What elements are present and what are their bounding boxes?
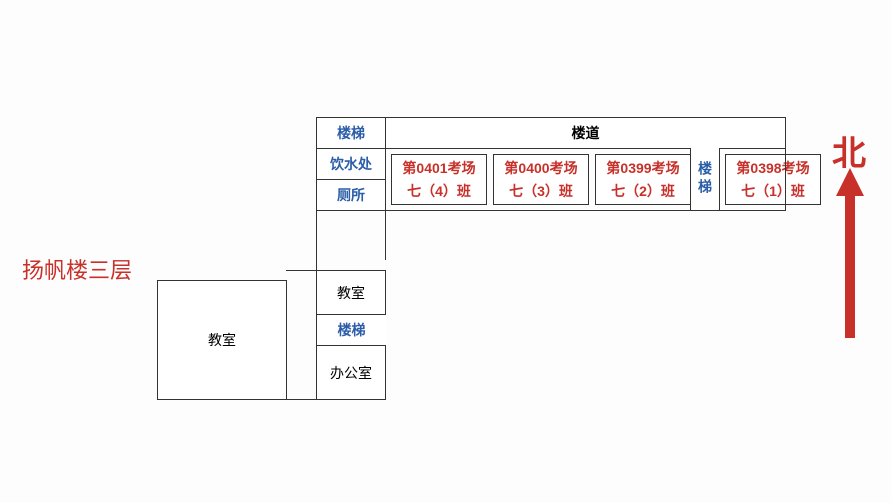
wall-right-down: [385, 210, 386, 260]
corridor: 楼道: [385, 117, 786, 149]
water-label: 饮水处: [330, 154, 372, 174]
office: 办公室: [316, 345, 386, 400]
exam-class: 七（3）班: [509, 180, 573, 202]
office-label: 办公室: [330, 363, 372, 383]
exam-class: 七（4）班: [407, 180, 471, 202]
classroom-small-label: 教室: [337, 283, 365, 303]
toilet-label: 厕所: [337, 185, 365, 205]
water-station: 饮水处: [316, 148, 386, 180]
floor-title: 扬帆楼三层: [22, 253, 132, 285]
exam-room-0400: 第0400考场 七（3）班: [493, 154, 589, 205]
classroom-big-label: 教室: [208, 330, 236, 350]
stairs-top-label: 楼梯: [337, 123, 365, 143]
toilet: 厕所: [316, 179, 386, 211]
stairs-mid: 楼梯: [690, 148, 720, 211]
exam-code: 第0398考场: [736, 157, 809, 179]
classroom-small: 教室: [316, 270, 386, 315]
classroom-big: 教室: [157, 280, 287, 400]
wall-connect-bottom: [286, 399, 317, 400]
stairs-lower-label: 楼梯: [338, 320, 366, 340]
stairs-lower: 楼梯: [316, 314, 386, 346]
outer-wall-right: [785, 117, 786, 211]
exam-class: 七（2）班: [611, 180, 675, 202]
north-arrow-icon: [830, 168, 870, 338]
stairs-mid-label: 楼梯: [695, 161, 715, 197]
exam-code: 第0400考场: [504, 157, 577, 179]
exam-class: 七（1）班: [741, 180, 805, 202]
stairs-top: 楼梯: [316, 117, 386, 149]
exam-code: 第0399考场: [606, 157, 679, 179]
exam-room-0398: 第0398考场 七（1）班: [725, 154, 821, 205]
exam-room-0399: 第0399考场 七（2）班: [595, 154, 691, 205]
corridor-label: 楼道: [572, 123, 600, 143]
exam-code: 第0401考场: [402, 157, 475, 179]
outer-wall-segment: [385, 210, 786, 211]
wall-connect-top: [286, 270, 317, 271]
wall-left-down: [316, 210, 317, 270]
exam-room-0401: 第0401考场 七（4）班: [391, 154, 487, 205]
